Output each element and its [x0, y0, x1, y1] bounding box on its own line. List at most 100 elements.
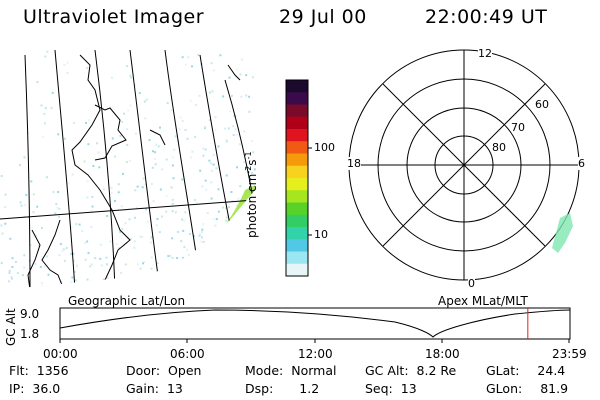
emission-pixel — [143, 260, 146, 263]
emission-pixel — [189, 99, 192, 102]
status-gcalt-label: GC Alt: — [365, 363, 409, 378]
emission-pixel — [222, 252, 225, 255]
emission-pixel — [209, 91, 211, 94]
emission-pixel — [201, 248, 204, 251]
emission-pixel — [176, 257, 179, 259]
status-dsp-value: 1.2 — [299, 381, 320, 396]
emission-pixel — [143, 100, 146, 103]
emission-pixel — [86, 240, 89, 243]
emission-pixel — [251, 172, 254, 175]
emission-pixel — [202, 147, 205, 150]
colorbar-segment — [286, 141, 308, 154]
emission-pixel — [125, 161, 128, 164]
colorbar-segment — [286, 190, 308, 203]
emission-pixel — [88, 119, 91, 122]
emission-pixel — [45, 255, 48, 258]
emission-pixel — [51, 91, 54, 94]
emission-pixel — [56, 206, 59, 209]
alt-ylabel: GC Alt — [4, 308, 18, 346]
emission-pixel — [205, 189, 208, 191]
emission-pixel — [224, 127, 226, 130]
emission-pixel — [236, 232, 239, 235]
emission-pixel — [126, 65, 129, 67]
colorbar — [285, 79, 312, 277]
status-glat-value: 24.4 — [537, 363, 566, 378]
emission-pixel — [141, 186, 144, 189]
emission-pixel — [186, 248, 189, 251]
emission-pixel — [183, 245, 186, 248]
emission-pixel — [150, 241, 153, 243]
emission-pixel — [190, 156, 192, 159]
emission-pixel — [213, 218, 216, 221]
emission-pixel — [86, 196, 89, 199]
emission-pixel — [234, 128, 237, 131]
emission-pixel — [222, 275, 225, 278]
emission-pixel — [23, 156, 26, 159]
emission-pixel — [251, 76, 254, 79]
emission-pixel — [214, 129, 217, 131]
emission-pixel — [244, 257, 247, 260]
emission-pixel — [201, 230, 203, 233]
altitude-curve — [59, 309, 571, 338]
emission-pixel — [58, 207, 61, 210]
emission-pixel — [9, 237, 12, 240]
emission-pixel — [45, 176, 48, 179]
emission-pixel — [222, 276, 225, 279]
status-glon-label: GLon: — [486, 381, 523, 396]
emission-pixel — [246, 271, 249, 274]
emission-pixel — [91, 205, 94, 208]
emission-pixel — [29, 244, 32, 247]
emission-pixel — [237, 197, 240, 200]
alt-xticks — [59, 339, 570, 343]
emission-pixel — [238, 143, 241, 146]
emission-pixel — [171, 210, 174, 213]
emission-pixel — [184, 211, 187, 214]
emission-pixel — [245, 74, 248, 77]
emission-pixel — [134, 189, 137, 192]
emission-pixel — [200, 240, 203, 243]
emission-pixel — [235, 204, 238, 207]
emission-pixel — [242, 268, 245, 270]
emission-pixel — [231, 288, 233, 290]
emission-pixel — [149, 242, 152, 245]
emission-pixel — [62, 248, 65, 251]
emission-pixel — [171, 202, 174, 205]
emission-pixel — [195, 104, 198, 107]
emission-pixel — [170, 264, 173, 267]
emission-pixel — [154, 163, 157, 166]
emission-pixel — [102, 278, 105, 281]
emission-pixel — [233, 246, 235, 249]
emission-pixel — [181, 218, 184, 221]
emission-pixel — [198, 233, 201, 236]
emission-pixel — [42, 135, 45, 138]
emission-pixel — [188, 232, 191, 235]
emission-pixel — [238, 233, 241, 236]
emission-pixel — [50, 288, 52, 290]
coastline — [27, 54, 241, 290]
emission-pixel — [118, 247, 120, 250]
emission-pixel — [152, 200, 155, 203]
emission-pixel — [225, 207, 228, 210]
status-glon-value: 81.9 — [540, 381, 569, 396]
emission-pixel — [83, 241, 86, 244]
mlt-label-left: 18 — [347, 157, 361, 170]
emission-pixel — [159, 188, 162, 191]
xtick-1200: 12:00 — [298, 347, 333, 361]
emission-pixel — [8, 280, 10, 283]
emission-pixel — [198, 234, 201, 237]
emission-pixel — [4, 206, 7, 208]
emission-pixel — [179, 116, 182, 119]
emission-pixel — [217, 188, 220, 191]
emission-pixel — [23, 203, 26, 206]
emission-pixel — [182, 256, 185, 259]
emission-pixel — [106, 276, 109, 279]
status-flt: Flt: 1356 — [9, 363, 69, 378]
emission-pixel — [165, 158, 168, 161]
emission-pixel — [85, 121, 87, 124]
emission-pixel — [191, 65, 193, 68]
status-seq: Seq: 13 — [365, 381, 417, 396]
emission-pixel — [173, 148, 176, 151]
emission-pixel — [165, 281, 168, 283]
emission-pixel — [138, 92, 141, 95]
emission-pixel — [168, 270, 171, 273]
